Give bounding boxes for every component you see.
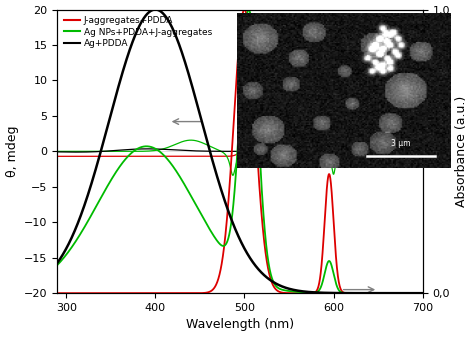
Legend: J-aggregates+PDDA, Ag NPs+PDDA+J-aggregates, Ag+PDDA: J-aggregates+PDDA, Ag NPs+PDDA+J-aggrega… bbox=[62, 14, 214, 50]
Y-axis label: θ, mdeg: θ, mdeg bbox=[6, 126, 18, 177]
X-axis label: Wavelength (nm): Wavelength (nm) bbox=[186, 318, 294, 332]
Text: 3 μm: 3 μm bbox=[391, 139, 410, 148]
Y-axis label: Absorbance (a.u.): Absorbance (a.u.) bbox=[456, 96, 468, 207]
